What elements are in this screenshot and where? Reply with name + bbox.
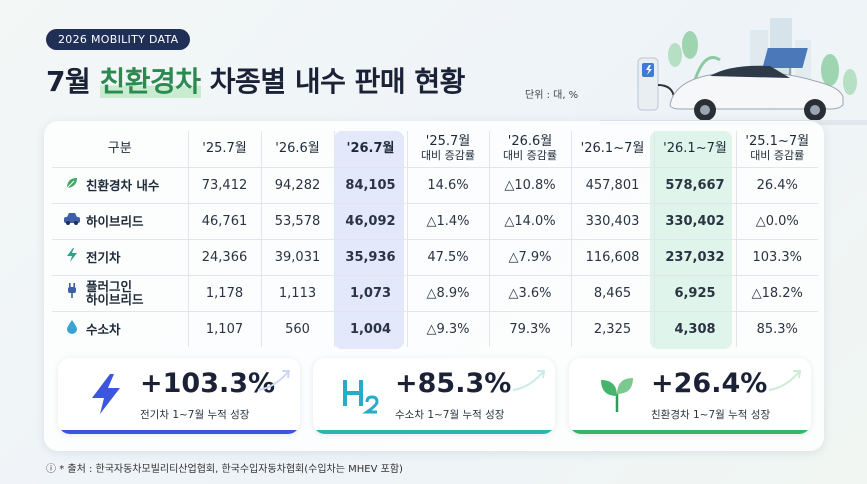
cell: 35,936	[334, 238, 408, 275]
sales-table: 구분 '25.7월 '26.6월 '26.7월 '25.7월 대비 증감률 '26…	[52, 131, 818, 347]
trend-arrow-icon	[257, 370, 291, 391]
cell: 578,667	[654, 166, 737, 203]
trend-arrow-icon	[768, 370, 802, 391]
kpi-card-ev: +103.3% 전기차 1~7월 누적 성장	[58, 358, 300, 434]
table-header-row: 구분 '25.7월 '26.6월 '26.7월 '25.7월 대비 증감률 '26…	[52, 131, 818, 167]
row-label: 하이브리드	[52, 202, 189, 239]
cell: 1,073	[334, 274, 408, 311]
cell: 94,282	[261, 166, 335, 203]
col-header-yoy: '25.7월 대비 증감률	[407, 131, 490, 167]
cell: 84,105	[334, 166, 408, 203]
kpi-value: +103.3%	[140, 368, 276, 399]
row-label: 친환경차 내수	[52, 166, 189, 203]
col-header-2025-jul: '25.7월	[188, 131, 262, 167]
leaf-icon	[62, 175, 82, 195]
kpi-accent-bar	[569, 430, 811, 434]
info-icon: ⓘ	[46, 464, 60, 475]
ev-charging-illustration	[600, 18, 867, 125]
lightning-icon	[62, 247, 82, 267]
cell: △14.0%	[489, 202, 572, 239]
cell: △0.0%	[736, 202, 818, 239]
cell: 73,412	[188, 166, 262, 203]
row-label: 수소차	[52, 310, 189, 347]
col-header-2026-jun: '26.6월	[261, 131, 335, 167]
cell: 1,113	[261, 274, 335, 311]
col-header-mom: '26.6월 대비 증감률	[489, 131, 572, 167]
unit-note: 단위 : 대, %	[525, 90, 579, 101]
col-header-2026-ytd: '26.1~7월	[654, 131, 737, 167]
table-row: 수소차 1,107 560 1,004 △9.3% 79.3% 2,325 4,…	[52, 310, 818, 347]
cell: 8,465	[571, 274, 655, 311]
row-label: 플러그인 하이브리드	[52, 274, 189, 311]
cell: 14.6%	[407, 166, 490, 203]
cell: 53,578	[261, 202, 335, 239]
cell: 1,107	[188, 310, 262, 347]
cell: 1,178	[188, 274, 262, 311]
cell: 46,761	[188, 202, 262, 239]
col-header-2026-jul: '26.7월	[334, 131, 408, 167]
kpi-value: +85.3%	[395, 368, 512, 399]
cell: 330,403	[571, 202, 655, 239]
kpi-value: +26.4%	[651, 368, 768, 399]
table-row: 하이브리드 46,761 53,578 46,092 △1.4% △14.0% …	[52, 202, 818, 239]
table-row: 플러그인 하이브리드 1,178 1,113 1,073 △8.9% △3.6% …	[52, 274, 818, 311]
col-header-category: 구분	[52, 131, 189, 167]
table-row: 전기차 24,366 39,031 35,936 47.5% △7.9% 116…	[52, 238, 818, 275]
kpi-accent-bar	[58, 430, 300, 434]
cell: △8.9%	[407, 274, 490, 311]
title-highlight: 친환경차	[99, 65, 201, 98]
sprout-icon	[601, 378, 633, 412]
cell: 237,032	[654, 238, 737, 275]
cell: △1.4%	[407, 202, 490, 239]
cell: 79.3%	[489, 310, 572, 347]
kpi-caption: 친환경차 1~7월 누적 성장	[651, 409, 771, 421]
kpi-caption: 수소차 1~7월 누적 성장	[395, 409, 505, 421]
kpi-caption: 전기차 1~7월 누적 성장	[140, 409, 250, 421]
kpi-accent-bar	[313, 430, 555, 434]
car-icon	[62, 212, 82, 230]
cell: 46,092	[334, 202, 408, 239]
cell: 24,366	[188, 238, 262, 275]
cell: △18.2%	[736, 274, 818, 311]
cell: 39,031	[261, 238, 335, 275]
cell: △7.9%	[489, 238, 572, 275]
row-label: 전기차	[52, 238, 189, 275]
cell: 457,801	[571, 166, 655, 203]
page-title: 7월 친환경차 차종별 내수 판매 현황	[46, 65, 465, 98]
cell: △9.3%	[407, 310, 490, 347]
lightning-icon	[92, 374, 120, 414]
trend-arrow-icon	[512, 370, 546, 391]
h2-icon	[343, 380, 379, 414]
cell: 330,402	[654, 202, 737, 239]
cell: 47.5%	[407, 238, 490, 275]
cell: △10.8%	[489, 166, 572, 203]
col-header-2026-ytd-prev: '26.1~7월	[571, 131, 655, 167]
cell: 26.4%	[736, 166, 818, 203]
plug-icon	[62, 283, 82, 303]
kpi-card-eco: +26.4% 친환경차 1~7월 누적 성장	[569, 358, 811, 434]
kpi-card-hydrogen: +85.3% 수소차 1~7월 누적 성장	[313, 358, 555, 434]
table-row: 친환경차 내수 73,412 94,282 84,105 14.6% △10.8…	[52, 166, 818, 203]
cell: 1,004	[334, 310, 408, 347]
cell: 103.3%	[736, 238, 818, 275]
cell: 85.3%	[736, 310, 818, 347]
source-note: ⓘ * 출처 : 한국자동차모빌리티산업협회, 한국수입자동차협회(수입차는 M…	[46, 464, 403, 475]
cell: 2,325	[571, 310, 655, 347]
cell: 6,925	[654, 274, 737, 311]
drop-icon	[62, 319, 82, 339]
cell: 116,608	[571, 238, 655, 275]
cell: △3.6%	[489, 274, 572, 311]
col-header-ytd-change: '25.1~7월 대비 증감률	[745, 133, 810, 162]
cell: 4,308	[654, 310, 737, 347]
category-badge: 2026 MOBILITY DATA	[46, 29, 191, 50]
cell: 560	[261, 310, 335, 347]
